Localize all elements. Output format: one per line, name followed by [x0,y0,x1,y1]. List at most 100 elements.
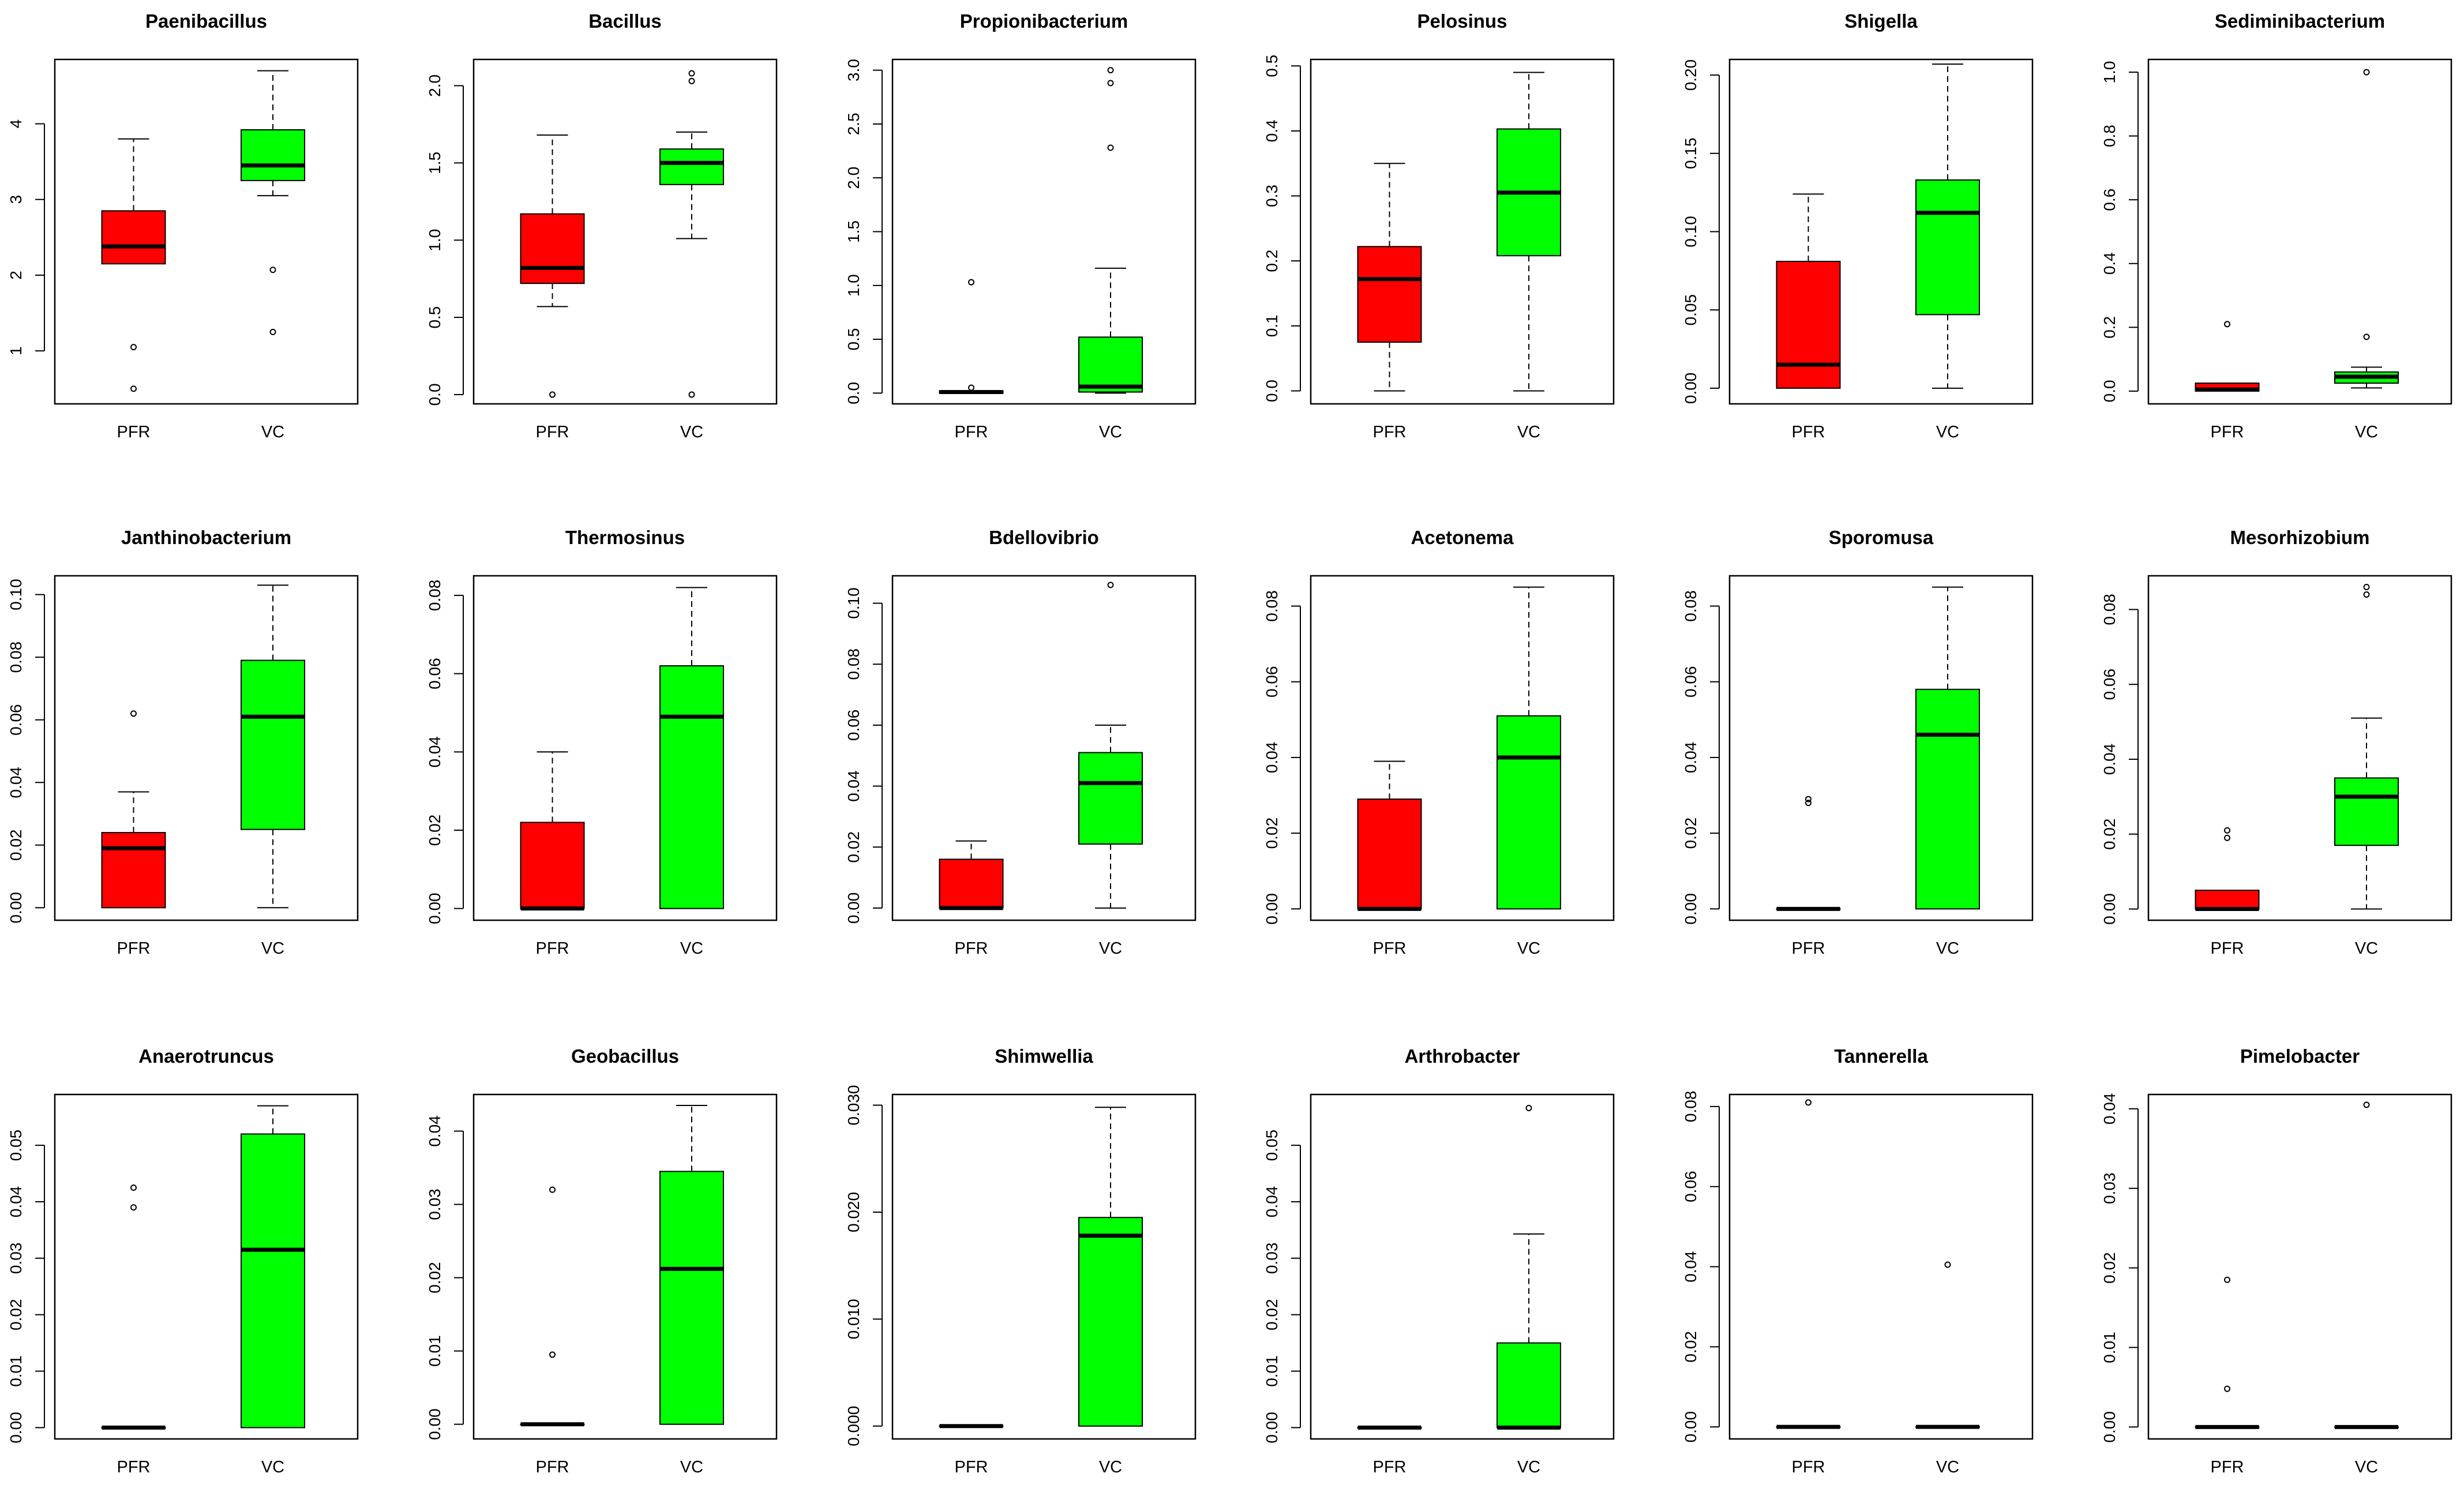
box-pfr [939,840,1004,910]
box-pfr [1776,796,1841,911]
y-tick-label: 0.00 [2101,1411,2118,1443]
chart-title-arthrobacter: Arthrobacter [1405,1045,1520,1067]
outlier-point [1107,80,1114,87]
y-tick-label: 0.03 [426,1189,444,1220]
y-tick-label: 0.04 [1682,742,1700,774]
box-pfr [1357,163,1422,392]
box-pfr [2195,321,2260,392]
box-vc [1497,1104,1561,1430]
y-tick-label: 1 [7,346,25,355]
y-tick-label: 0.3 [1263,185,1281,207]
plot-frame [891,575,1197,921]
panel-bdellovibrio: Bdellovibrio 0.00 0.02 0.04 0.06 0.08 0.10 PFR V… [845,527,1197,958]
plot-frame [54,575,359,921]
y-tick-label: 0.08 [7,642,25,673]
y-tick-label: 0.02 [426,1262,444,1294]
y-tick-label: 0.03 [7,1243,25,1274]
x-tick-label-pfr: PFR [1373,423,1407,441]
y-tick-label: 0.10 [845,587,862,619]
x-tick-label-pfr: PFR [117,1458,151,1476]
iqr-box [1497,715,1561,910]
x-tick-label-vc: VC [2355,1458,2378,1476]
y-tick-label: 1.0 [2101,61,2118,84]
box-pfr [1357,760,1422,911]
x-tick-label-vc: VC [680,939,703,958]
x-tick-label-vc: VC [2355,939,2378,958]
iqr-box [1078,336,1143,393]
iqr-box [520,213,585,284]
y-tick-label: 0.02 [426,815,444,846]
chart-title-bdellovibrio: Bdellovibrio [989,527,1099,548]
plot-frame [1310,58,1615,405]
iqr-box [2195,890,2260,910]
y-tick-label: 3.0 [845,59,862,81]
y-tick-label: 0.04 [1263,1186,1281,1218]
y-tick-label: 0.06 [1263,666,1281,698]
y-tick-label: 0.10 [7,579,25,610]
y-tick-label: 0.1 [1263,314,1281,337]
y-tick-label: 0.10 [1682,216,1700,248]
y-tick-label: 0.5 [426,306,444,329]
y-tick-label: 0.02 [2101,1252,2118,1284]
box-vc [659,1105,724,1425]
y-tick-label: 2.0 [426,74,444,97]
y-tick-label: 0.2 [1263,250,1281,272]
y-tick-label: 0.2 [2101,316,2118,339]
x-tick-label-pfr: PFR [2211,939,2244,958]
outlier-point [1107,144,1114,151]
iqr-box [1078,1217,1143,1427]
x-tick-label-vc: VC [1099,939,1122,958]
outlier-point [968,279,974,286]
iqr-box [659,148,724,185]
outlier-point [1805,800,1812,807]
box-vc [1497,586,1561,910]
box-vc [659,587,724,909]
box-vc [2334,583,2399,910]
plot-frame [472,58,778,405]
outlier-point [2224,1276,2230,1283]
y-tick-label: 0.05 [1263,1130,1281,1161]
y-tick-label: 0.04 [1682,1251,1700,1283]
y-tick-label: 0.01 [2101,1332,2118,1363]
box-vc [241,70,305,335]
outlier-point [130,710,137,717]
iqr-box [1776,261,1841,389]
y-tick-label: 0.06 [1682,1171,1700,1202]
plot-frame [1310,575,1615,921]
x-tick-label-pfr: PFR [2211,423,2244,441]
x-tick-label-pfr: PFR [2211,1458,2244,1476]
chart-title-acetonema: Acetonema [1411,527,1514,548]
y-tick-label: 0.02 [1263,1299,1281,1330]
iqr-box [939,859,1004,909]
y-tick-label: 0.04 [2101,744,2118,775]
panel-shigella: Shigella 0.00 0.05 0.10 0.15 0.20 PFR VC [1682,10,2034,441]
outlier-point [2224,834,2230,841]
outlier-point [130,1204,137,1211]
panel-bacillus: Bacillus 0.0 0.5 1.0 1.5 2.0 PFR VC [426,10,778,441]
panel-arthrobacter: Arthrobacter 0.00 0.01 0.02 0.03 0.04 0.05 PFR V… [1263,1045,1615,1476]
panel-mesorhizobium: Mesorhizobium 0.00 0.02 0.04 0.06 0.08 PFR VC [2101,527,2452,958]
box-pfr [2195,827,2260,912]
y-tick-label: 1.0 [845,274,862,297]
x-tick-label-vc: VC [1517,939,1540,958]
x-tick-label-vc: VC [1936,1458,1959,1476]
outlier-point [549,1186,556,1193]
chart-title-janthinobacterium: Janthinobacterium [121,527,291,548]
plot-frame [2147,58,2452,405]
y-tick-label: 0.010 [845,1299,862,1339]
y-tick-label: 0.20 [1682,59,1700,91]
y-tick-label: 0.08 [1682,1091,1700,1123]
iqr-box [101,210,166,265]
y-tick-label: 0.02 [7,829,25,861]
y-tick-label: 0.00 [1682,373,1700,404]
y-tick-label: 0.04 [7,1186,25,1218]
iqr-box [2334,777,2399,846]
outlier-point [1107,67,1114,74]
y-tick-label: 1.5 [845,220,862,243]
x-tick-label-vc: VC [1517,1458,1540,1476]
iqr-box [520,822,585,909]
y-tick-label: 0.04 [845,770,862,802]
y-tick-label: 0.00 [1682,1411,1700,1443]
outlier-point [549,1351,556,1358]
